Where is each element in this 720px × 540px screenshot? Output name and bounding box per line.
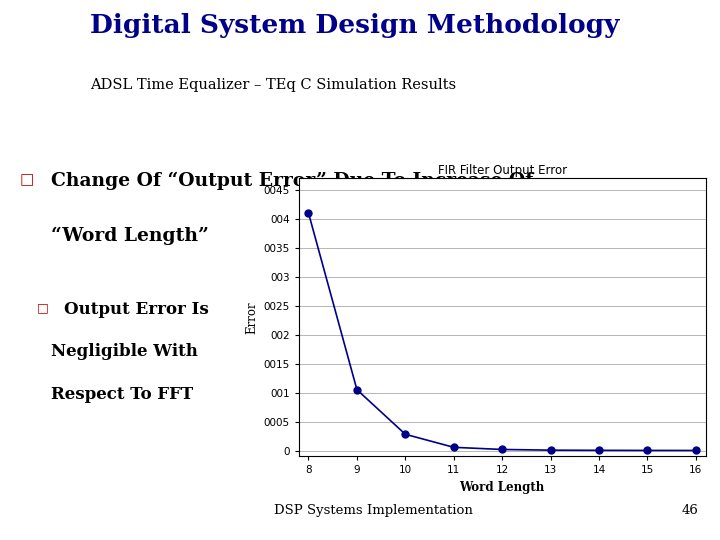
Text: DSP Systems Implementation: DSP Systems Implementation [274,504,472,517]
Text: □: □ [20,172,35,187]
Title: FIR Filter Output Error: FIR Filter Output Error [438,164,567,177]
Y-axis label: Error: Error [245,301,258,334]
Text: Output Error Is: Output Error Is [63,301,208,318]
Text: 46: 46 [682,504,698,517]
Text: □: □ [37,301,48,314]
Text: “Word Length”: “Word Length” [51,227,210,245]
Text: Negligible With: Negligible With [51,343,198,360]
Text: Respect To FFT: Respect To FFT [51,386,194,402]
X-axis label: Word Length: Word Length [459,481,545,494]
Text: ADSL Time Equalizer – TEq C Simulation Results: ADSL Time Equalizer – TEq C Simulation R… [90,78,456,92]
Text: Change Of “Output Error” Due To Increase Of: Change Of “Output Error” Due To Increase… [51,172,534,190]
Text: Digital System Design Methodology: Digital System Design Methodology [90,13,619,38]
